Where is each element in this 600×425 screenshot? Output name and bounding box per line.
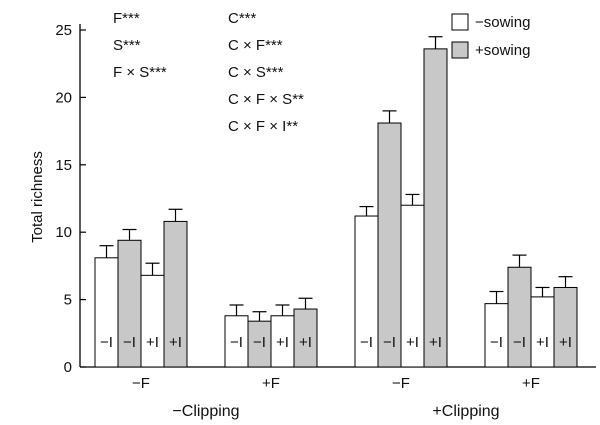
annotation-right: C × F***	[228, 37, 283, 54]
bar	[530, 296, 555, 368]
bar	[423, 48, 448, 368]
group-label: +F	[262, 375, 280, 392]
bar	[507, 266, 532, 368]
legend-label: −sowing	[475, 14, 530, 31]
annotation-right: C × F × I**	[228, 118, 298, 135]
bar-i-label: −I	[230, 334, 243, 351]
bar-i-label: +I	[559, 334, 572, 351]
annotation-left: F × S***	[113, 64, 167, 81]
group-label: +F	[522, 375, 540, 392]
annotation-right: C***	[228, 10, 257, 27]
group-label: −F	[132, 375, 150, 392]
bar-i-label: +I	[146, 334, 159, 351]
annotation-left: F***	[113, 10, 140, 27]
bar-i-label: −I	[360, 334, 373, 351]
y-tick-label: 10	[55, 224, 72, 241]
bar-i-label: +I	[429, 334, 442, 351]
bar-i-label: +I	[299, 334, 312, 351]
y-tick-label: 25	[55, 22, 72, 39]
bar-i-label: −I	[100, 334, 113, 351]
bar-i-label: +I	[169, 334, 182, 351]
bar	[553, 286, 578, 368]
bar-i-label: −I	[253, 334, 266, 351]
annotation-left: S***	[113, 37, 141, 54]
clipping-label: +Clipping	[432, 403, 499, 420]
bar-i-label: −I	[123, 334, 136, 351]
bar	[377, 122, 402, 368]
bar	[140, 274, 165, 368]
plot-area: 0 5 10 15 20 25 −I −I +I +I −F −I −I +I +I +F −I −I +I +I −F…	[55, 10, 596, 420]
bar-i-label: −I	[513, 334, 526, 351]
bar-i-label: −I	[383, 334, 396, 351]
legend-label: +sowing	[475, 42, 530, 59]
bar-i-label: +I	[536, 334, 549, 351]
bar-i-label: +I	[276, 334, 289, 351]
legend-swatch	[451, 41, 469, 59]
bar-i-label: +I	[406, 334, 419, 351]
y-tick-label: 0	[64, 359, 72, 376]
y-tick-label: 5	[64, 292, 72, 309]
group-label: −F	[392, 375, 410, 392]
clipping-label: −Clipping	[172, 403, 239, 420]
y-tick-label: 20	[55, 89, 72, 106]
y-tick-label: 15	[55, 157, 72, 174]
annotation-right: C × S***	[228, 64, 284, 81]
bar-i-label: −I	[490, 334, 503, 351]
legend-swatch	[451, 13, 469, 31]
y-axis-label: Total richness	[29, 151, 46, 243]
annotation-right: C × F × S**	[228, 91, 304, 108]
